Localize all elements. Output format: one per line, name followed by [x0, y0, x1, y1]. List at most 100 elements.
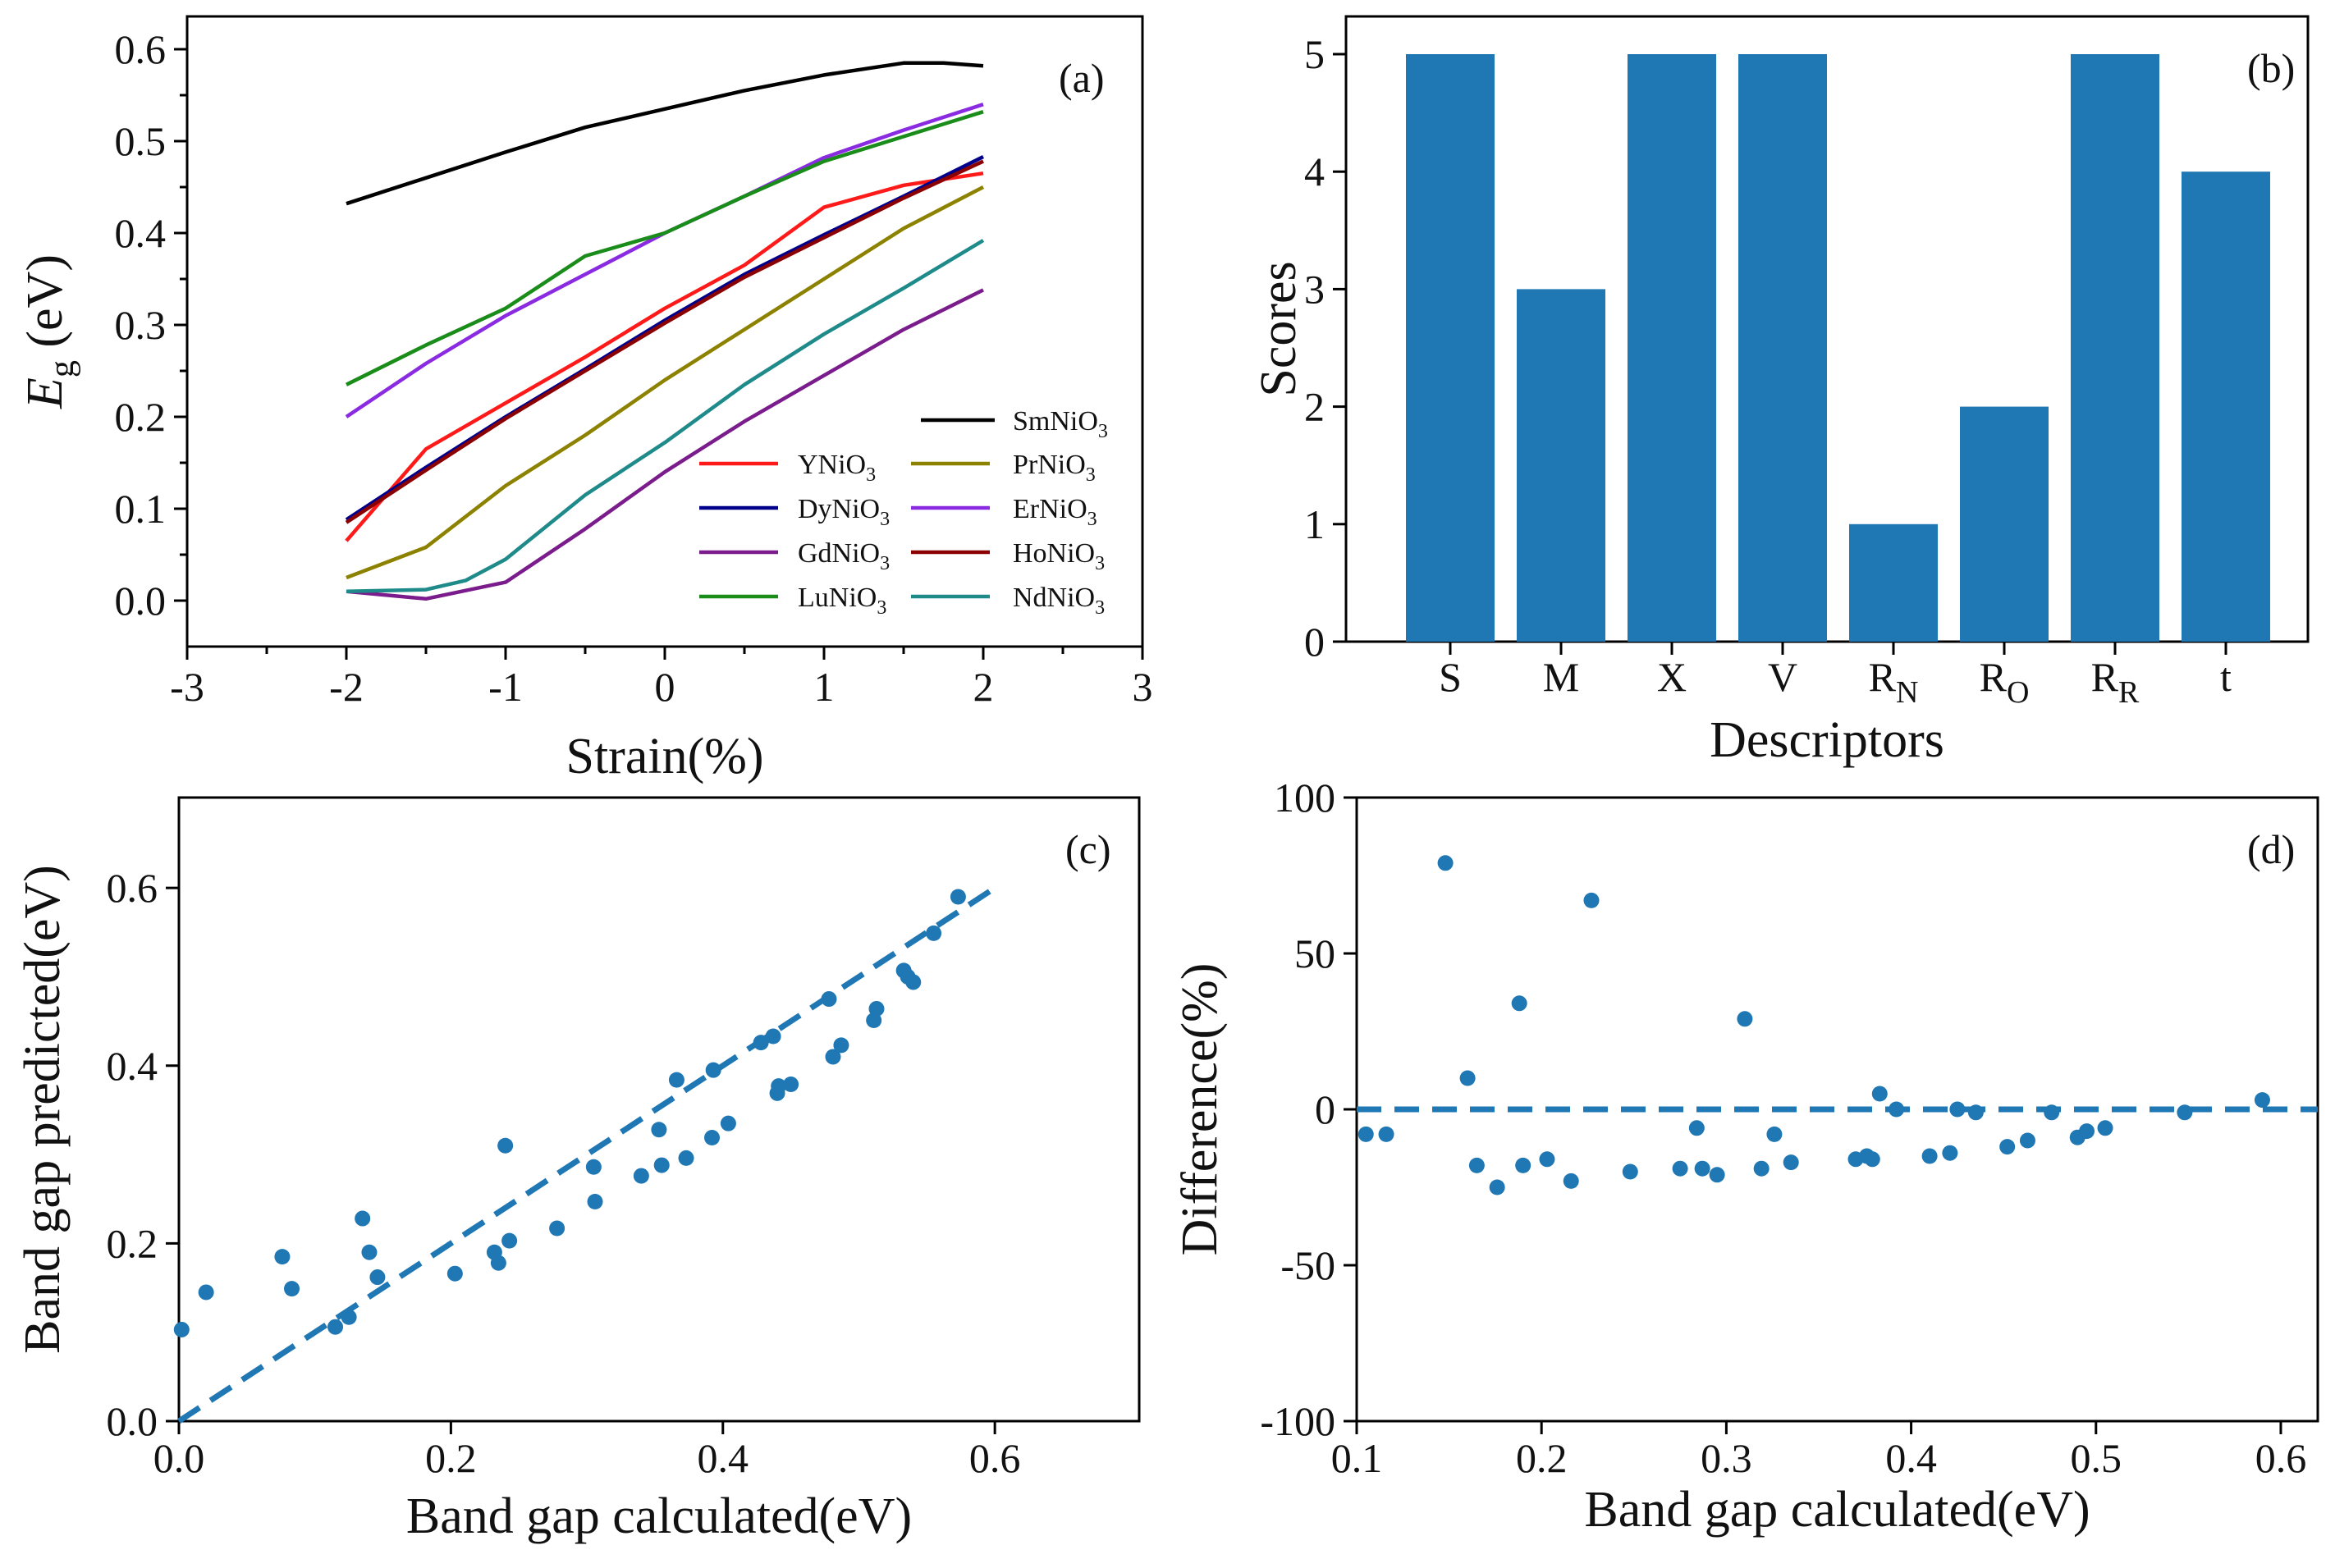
- panel-c-point: [783, 1077, 799, 1093]
- panel-d-xtick-label: 0.5: [2071, 1435, 2122, 1481]
- legend-label-sub: 3: [1095, 553, 1105, 574]
- panel-c-point: [771, 1078, 787, 1095]
- panel-a-xtick-label: 0: [655, 664, 675, 710]
- panel-c-point: [821, 991, 837, 1008]
- panel-a-xtick-label: 3: [1133, 664, 1153, 710]
- panel-d-point: [1489, 1179, 1505, 1195]
- legend-label-main: ErNiO: [1013, 494, 1087, 524]
- xtick-label-main: X: [1657, 654, 1687, 700]
- panel-b-xtick-label-t: t: [2220, 654, 2232, 700]
- panel-d-xtick-label: 0.4: [1885, 1435, 1937, 1481]
- panel-d-point: [1864, 1151, 1880, 1168]
- panel-c-point: [501, 1232, 518, 1249]
- panel-d-point: [2019, 1132, 2035, 1149]
- legend-label-smnio: SmNiO3: [1013, 406, 1108, 442]
- panel-d-point: [1783, 1154, 1799, 1171]
- panel-d-xtick-label: 0.6: [2255, 1435, 2307, 1481]
- panel-c-xtick-label: 0.2: [425, 1435, 477, 1481]
- panel-a-xtick-label: 1: [814, 664, 835, 710]
- panel-c-reference-line: [177, 885, 997, 1424]
- panel-c-ytick-label: 0.0: [107, 1398, 158, 1444]
- panel-d-point: [1967, 1104, 1984, 1121]
- panel-d-point: [1921, 1148, 1938, 1164]
- panel-a-ylabel-unit: (eV): [17, 254, 73, 360]
- bar-m: [1517, 289, 1605, 642]
- panel-b-ytick-label: 5: [1304, 31, 1325, 77]
- panel-c-point: [198, 1284, 214, 1301]
- panel-b-xtick-label-x: X: [1657, 654, 1687, 700]
- panel-a-xtick-label: -1: [488, 664, 523, 710]
- panel-d-point: [2177, 1104, 2193, 1121]
- panel-c-point: [653, 1157, 670, 1173]
- panel-d-point: [1694, 1160, 1710, 1177]
- panel-b-ytick-label: 4: [1304, 149, 1325, 194]
- panel-a-xtick-label: -3: [170, 664, 204, 710]
- legend-label-ynio: YNiO3: [798, 450, 876, 486]
- panel-c-point: [585, 1159, 602, 1175]
- panel-d-point: [1583, 892, 1600, 908]
- legend-label-main: GdNiO: [798, 538, 880, 569]
- panel-c-point: [490, 1255, 506, 1271]
- panel-d-point: [1468, 1157, 1485, 1173]
- panel-c-point: [905, 974, 922, 990]
- legend-label-lunio: LuNiO3: [798, 583, 886, 619]
- panel-c-point: [446, 1265, 463, 1282]
- panel-c-point: [950, 889, 966, 905]
- legend-label-gdnio: GdNiO3: [798, 538, 890, 574]
- panel-c-frame: [177, 796, 1141, 1423]
- panel-c-point: [327, 1319, 344, 1335]
- panel-c-point: [633, 1168, 649, 1184]
- bar-s: [1406, 54, 1495, 642]
- panel-d-xlabel: Band gap calculated(eV): [1584, 1482, 2090, 1538]
- bar-rn: [1849, 523, 1938, 642]
- panel-c-point: [355, 1210, 371, 1227]
- panel-a-series-prnio: [346, 185, 985, 580]
- panel-a-ylabel-subscript: g: [43, 360, 81, 377]
- panel-c-ytick-label: 0.6: [107, 865, 158, 911]
- panel-d-ytick-label: 100: [1274, 775, 1335, 821]
- legend-label-sub: 3: [880, 509, 890, 530]
- panel-a-ytick-label: 0.2: [115, 394, 167, 440]
- panel-d-ytick-label: 0: [1315, 1086, 1335, 1132]
- panel-b-label: (b): [2247, 45, 2295, 91]
- legend-label-main: HoNiO: [1013, 538, 1095, 569]
- bar-x: [1628, 54, 1716, 642]
- panel-c: 0.0 0.2 0.4 0.6 0.0 0.2 0.4 0.6 (c) Band gap calc…: [15, 796, 1141, 1544]
- panel-d-ylabel: Difference(%): [1172, 963, 1228, 1256]
- legend-label-sub: 3: [866, 464, 876, 486]
- panel-d-xtick-label: 0.2: [1516, 1435, 1568, 1481]
- panel-a-series-honio: [345, 159, 984, 524]
- legend-label-sub: 3: [1086, 464, 1096, 486]
- panel-c-point: [284, 1281, 300, 1297]
- xtick-label-main: V: [1768, 654, 1797, 700]
- panel-c-point: [361, 1244, 378, 1260]
- panel-d-label: (d): [2247, 826, 2295, 872]
- xtick-label-sub: O: [2007, 675, 2029, 710]
- panel-c-label: (c): [1065, 826, 1111, 872]
- panel-a-ytick-label: 0.1: [115, 486, 167, 532]
- panel-a-ytick-label: 0.4: [115, 210, 167, 256]
- legend-label-main: SmNiO: [1013, 406, 1098, 437]
- panel-d-point: [1515, 1157, 1531, 1173]
- panel-a-series-dynio: [345, 154, 985, 522]
- panel-c-point: [825, 1049, 841, 1065]
- panel-a-ytick-label: 0.5: [115, 118, 167, 164]
- panel-d-point: [1378, 1126, 1394, 1142]
- panel-d-xtick-label: 0.1: [1331, 1435, 1383, 1481]
- panel-c-xtick-label: 0.4: [698, 1435, 749, 1481]
- panel-c-point: [926, 925, 942, 941]
- panel-d-point: [1539, 1151, 1555, 1168]
- bar-v: [1738, 54, 1827, 642]
- panel-d-point: [1737, 1011, 1753, 1027]
- panel-a-ytick-label: 0.0: [115, 578, 167, 624]
- panel-c-ytick-label: 0.2: [107, 1220, 158, 1266]
- panel-c-point: [704, 1129, 721, 1145]
- panel-a-ylabel: Eg (eV): [17, 254, 81, 409]
- panel-c-point: [549, 1220, 565, 1237]
- panel-b-ylabel: Scores: [1251, 261, 1307, 396]
- xtick-label-sub: N: [1896, 675, 1918, 710]
- panel-a-series-lunio: [345, 110, 984, 386]
- panel-d-xtick-label: 0.3: [1701, 1435, 1752, 1481]
